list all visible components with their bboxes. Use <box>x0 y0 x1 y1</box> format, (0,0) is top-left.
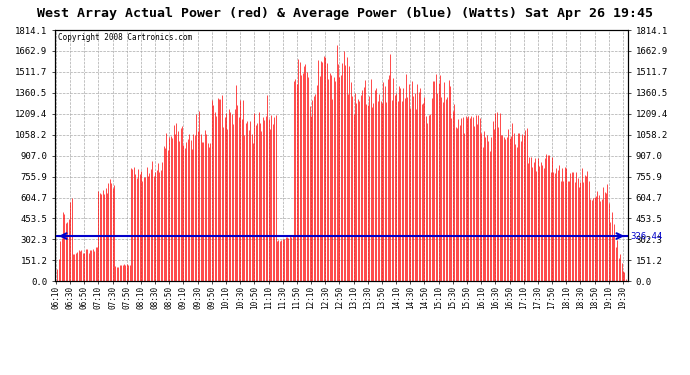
Text: 326.44: 326.44 <box>631 231 663 240</box>
Text: Copyright 2008 Cartronics.com: Copyright 2008 Cartronics.com <box>58 33 193 42</box>
Text: West Array Actual Power (red) & Average Power (blue) (Watts) Sat Apr 26 19:45: West Array Actual Power (red) & Average … <box>37 8 653 21</box>
